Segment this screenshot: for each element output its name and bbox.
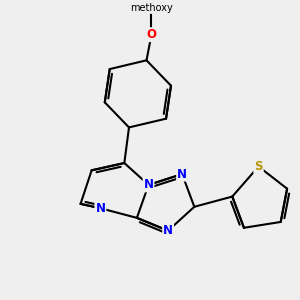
Text: N: N: [143, 178, 154, 191]
Text: methoxy: methoxy: [130, 3, 173, 14]
Text: N: N: [177, 168, 187, 181]
Text: O: O: [146, 28, 157, 41]
Text: N: N: [95, 202, 105, 215]
Text: S: S: [254, 160, 263, 173]
Text: N: N: [163, 224, 173, 237]
